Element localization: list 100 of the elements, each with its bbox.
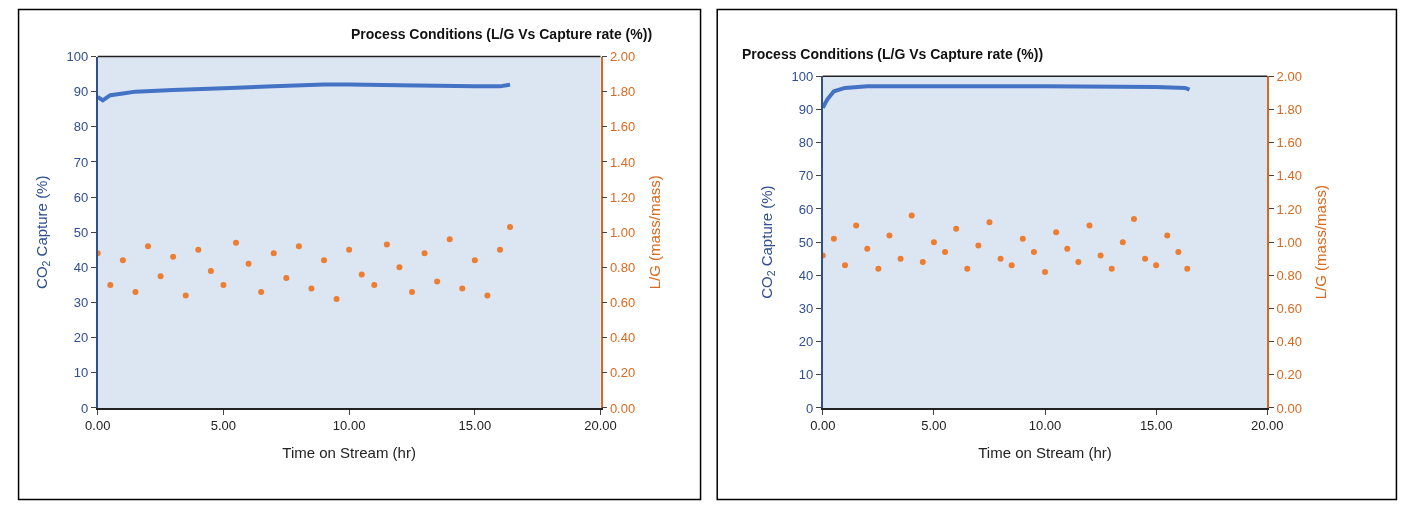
point	[1119, 239, 1126, 246]
point	[1064, 245, 1071, 252]
x-tick-label: 15.00	[458, 418, 492, 434]
y2-tick-label: 0.60	[609, 295, 636, 311]
point	[446, 236, 453, 243]
y-tick-label: 90	[73, 84, 89, 100]
point	[333, 296, 340, 302]
chart-title: Process Conditions (L/G Vs Capture rate (%))	[351, 26, 653, 42]
x-tick-label: 20.00	[1250, 418, 1284, 434]
y-tick-label: 40	[73, 259, 89, 275]
point	[119, 257, 126, 264]
y-tick-label: 40	[798, 267, 814, 283]
x-tick-label: 10.00	[332, 418, 366, 434]
chart-title: Process Conditions (L/G Vs Capture rate (%))	[742, 46, 1044, 62]
y2-tick-label: 1.80	[1276, 102, 1302, 118]
point	[997, 255, 1004, 262]
line-series	[97, 82, 513, 103]
point	[321, 257, 327, 264]
y-tick-label: 0	[80, 400, 89, 416]
y-tick-label: 0	[805, 400, 814, 416]
point	[930, 239, 937, 246]
point	[220, 281, 227, 288]
point	[1108, 265, 1115, 272]
point	[953, 225, 960, 232]
point	[421, 250, 428, 257]
x-axis-title: Time on Stream (hr)	[978, 443, 1112, 461]
x-tick-label: 0.00	[810, 418, 836, 434]
point	[434, 278, 441, 285]
y2-tick-label: 2.00	[1276, 68, 1302, 84]
y-tick-label: 70	[798, 168, 814, 184]
y2-tick-label: 0.80	[609, 259, 636, 275]
point	[1086, 222, 1093, 229]
point	[897, 255, 904, 262]
y2-tick-label: 0.00	[1276, 400, 1302, 416]
point	[484, 292, 491, 299]
x-tick-label: 15.00	[1139, 418, 1173, 434]
y-tick-label: 100	[791, 68, 814, 84]
x-tick-label: 20.00	[584, 418, 617, 434]
line-series	[822, 84, 1192, 110]
point	[1130, 215, 1137, 222]
point	[496, 246, 503, 253]
point	[170, 253, 177, 260]
point	[875, 265, 882, 272]
y2-axis-title: L/G (mass/mass)	[645, 175, 663, 290]
point	[507, 223, 514, 230]
y-tick-label: 80	[798, 135, 814, 151]
y-tick-label: 70	[73, 154, 89, 170]
point	[1075, 259, 1082, 266]
point	[283, 274, 290, 281]
point	[408, 288, 415, 295]
y2-axis-title: L/G (mass/mass)	[1312, 185, 1330, 300]
y-tick-label: 60	[798, 201, 814, 217]
y2-tick-label: 1.80	[609, 84, 636, 100]
point	[964, 265, 971, 272]
point	[1175, 249, 1182, 256]
y2-tick-label: 0.60	[1276, 301, 1302, 316]
point	[258, 288, 265, 295]
y2-tick-label: 1.60	[1276, 135, 1302, 151]
point	[942, 249, 949, 256]
point	[1053, 229, 1060, 236]
point	[459, 285, 466, 292]
point	[207, 267, 214, 274]
point	[908, 212, 915, 219]
point	[295, 243, 302, 250]
y2-tick-label: 0.80	[1276, 267, 1302, 283]
point	[919, 259, 926, 266]
point	[1019, 235, 1026, 242]
y-tick-label: 20	[73, 330, 89, 346]
point	[308, 285, 315, 292]
point	[1030, 249, 1037, 256]
y-tick-label: 100	[66, 49, 89, 65]
point	[371, 281, 378, 288]
x-axis-title: Time on Stream (hr)	[282, 443, 416, 461]
y2-tick-label: 0.40	[609, 330, 636, 346]
y2-tick-label: 0.20	[1276, 367, 1302, 383]
point	[1097, 252, 1104, 259]
point	[145, 243, 152, 250]
point	[471, 257, 478, 264]
y2-tick-label: 1.40	[1276, 168, 1302, 184]
point	[182, 292, 189, 299]
x-tick-label: 10.00	[1028, 418, 1062, 434]
y-tick-label: 10	[73, 365, 89, 381]
point	[864, 245, 871, 252]
x-tick-label: 0.00	[85, 418, 111, 434]
y-tick-label: 20	[798, 334, 814, 350]
y2-tick-label: 1.60	[609, 119, 636, 135]
y2-tick-label: 1.20	[609, 189, 636, 205]
point	[195, 246, 202, 253]
y-tick-label: 90	[798, 102, 814, 118]
point	[886, 232, 893, 239]
y-tick-label: 50	[798, 234, 814, 250]
y2-tick-label: 2.00	[609, 49, 636, 65]
point	[830, 235, 837, 242]
y2-tick-label: 1.00	[1276, 234, 1302, 250]
point	[396, 264, 403, 271]
y-tick-label: 80	[73, 119, 89, 135]
y2-tick-label: 0.40	[1276, 334, 1302, 350]
x-tick-label: 5.00	[921, 418, 947, 434]
y2-tick-label: 0.20	[609, 365, 636, 381]
point	[132, 288, 139, 295]
